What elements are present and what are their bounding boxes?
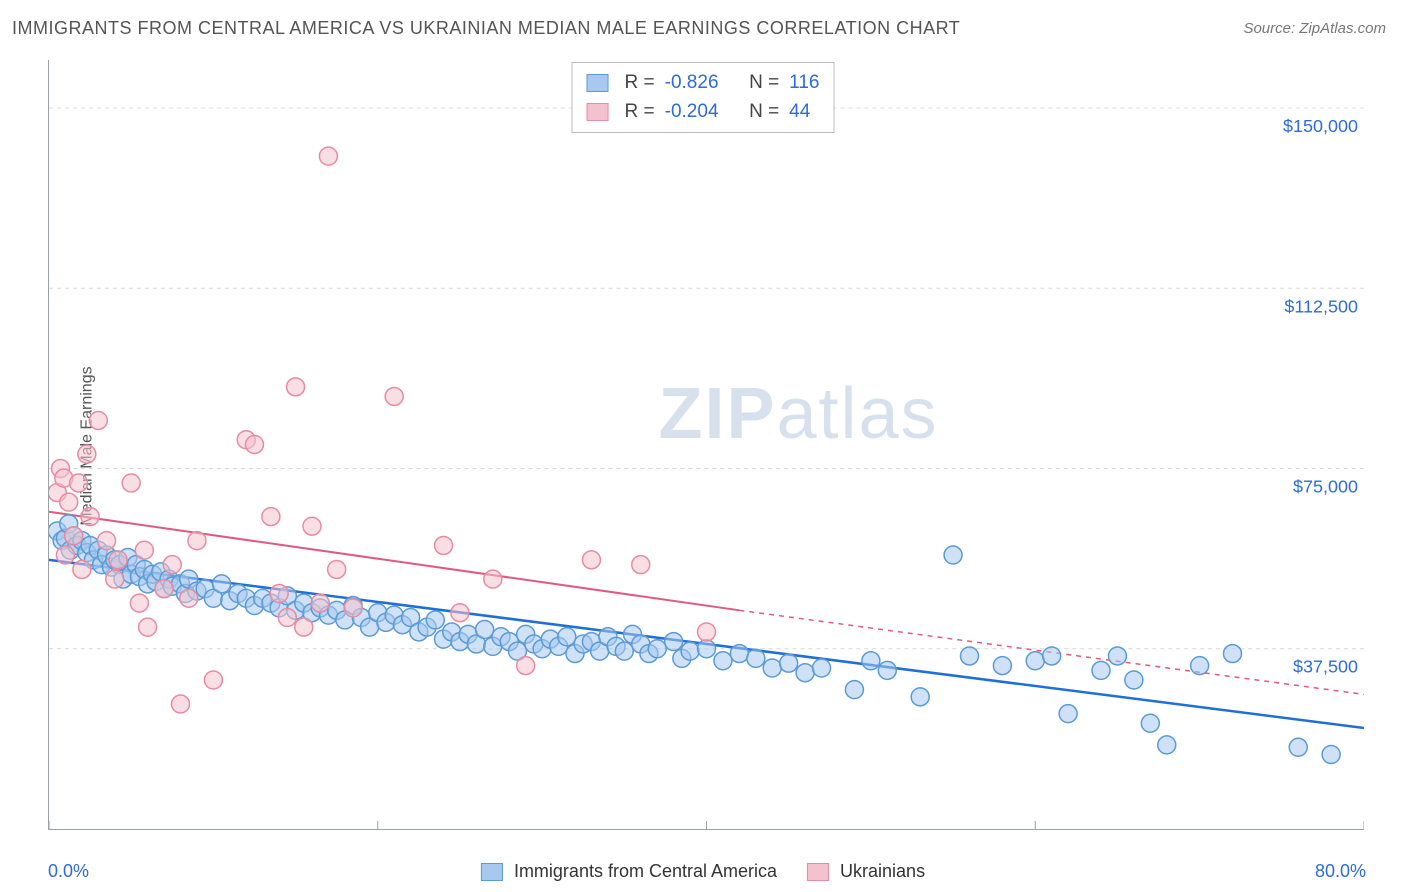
source-attribution: Source: ZipAtlas.com xyxy=(1243,20,1386,37)
correlation-row-1: R = -0.204 N = 44 xyxy=(587,98,820,127)
legend-item-1: Ukrainians xyxy=(807,861,925,882)
plot-area: ZIPatlas $37,500$75,000$112,500$150,000 xyxy=(48,60,1364,830)
legend-label-1: Ukrainians xyxy=(840,861,925,881)
x-axis-max-label: 80.0% xyxy=(1315,861,1366,882)
svg-text:$75,000: $75,000 xyxy=(1293,477,1358,497)
n-value-1: 44 xyxy=(789,98,810,127)
chart-title: IMMIGRANTS FROM CENTRAL AMERICA VS UKRAI… xyxy=(12,18,960,39)
correlation-row-0: R = -0.826 N = 116 xyxy=(587,69,820,98)
n-label: N = xyxy=(749,69,779,98)
n-label: N = xyxy=(749,98,779,127)
x-axis-min-label: 0.0% xyxy=(48,861,89,882)
correlation-swatch-1 xyxy=(587,103,609,121)
correlation-legend-box: R = -0.826 N = 116 R = -0.204 N = 44 xyxy=(572,62,835,133)
r-value-0: -0.826 xyxy=(665,69,719,98)
chart-container: IMMIGRANTS FROM CENTRAL AMERICA VS UKRAI… xyxy=(0,0,1406,892)
correlation-swatch-0 xyxy=(587,74,609,92)
scatter-plot-svg: $37,500 $75,000 $112,500 $150,000 xyxy=(49,60,1364,829)
svg-text:$112,500: $112,500 xyxy=(1284,296,1358,316)
svg-text:$37,500: $37,500 xyxy=(1293,657,1358,677)
legend-swatch-1 xyxy=(807,863,829,881)
n-value-0: 116 xyxy=(789,69,819,98)
legend-swatch-0 xyxy=(481,863,503,881)
series-legend: Immigrants from Central America Ukrainia… xyxy=(481,861,925,882)
legend-label-0: Immigrants from Central America xyxy=(514,861,777,881)
legend-item-0: Immigrants from Central America xyxy=(481,861,777,882)
r-value-1: -0.204 xyxy=(665,98,719,127)
r-label: R = xyxy=(625,98,655,127)
r-label: R = xyxy=(625,69,655,98)
svg-text:$150,000: $150,000 xyxy=(1283,116,1358,136)
